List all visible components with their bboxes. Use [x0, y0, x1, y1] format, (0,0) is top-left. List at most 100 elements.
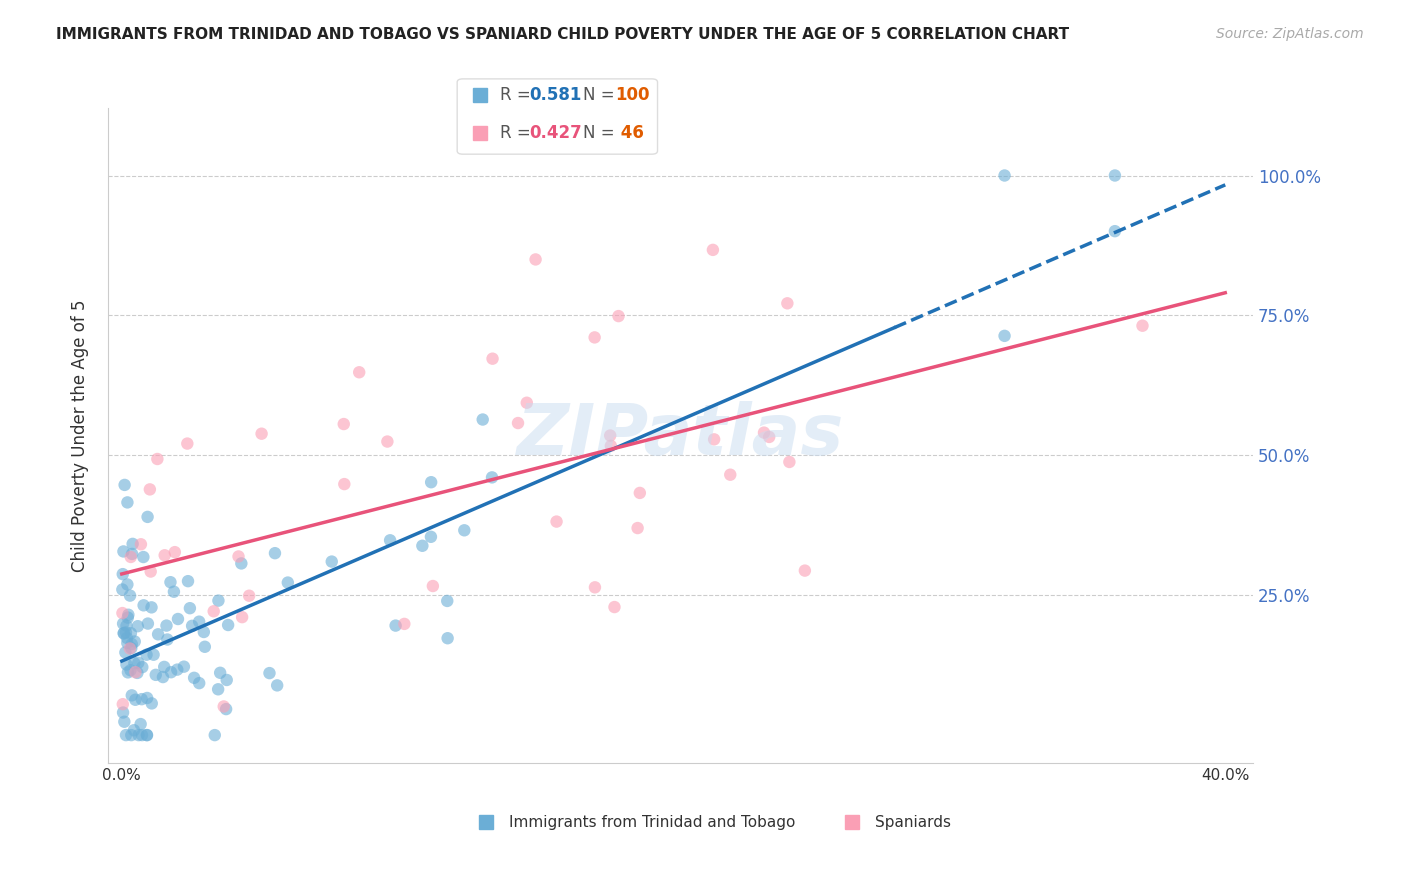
Text: Immigrants from Trinidad and Tobago: Immigrants from Trinidad and Tobago: [509, 814, 794, 830]
Text: Spaniards: Spaniards: [875, 814, 950, 830]
Immigrants from Trinidad and Tobago: [117, 607, 139, 622]
Text: N =: N =: [583, 124, 620, 142]
Spaniards: [129, 537, 152, 551]
Text: ZIPatlas: ZIPatlas: [517, 401, 844, 470]
Text: N =: N =: [578, 126, 614, 144]
Immigrants from Trinidad and Tobago: [167, 612, 190, 626]
Immigrants from Trinidad and Tobago: [121, 537, 143, 551]
Immigrants from Trinidad and Tobago: [136, 728, 159, 742]
Immigrants from Trinidad and Tobago: [112, 714, 135, 729]
Immigrants from Trinidad and Tobago: [124, 692, 146, 706]
Immigrants from Trinidad and Tobago: [120, 640, 142, 655]
Immigrants from Trinidad and Tobago: [141, 697, 163, 711]
Spaniards: [603, 600, 626, 615]
Spaniards: [118, 641, 141, 656]
Immigrants from Trinidad and Tobago: [179, 601, 201, 615]
Immigrants from Trinidad and Tobago: [259, 666, 281, 681]
Immigrants from Trinidad and Tobago: [1104, 169, 1126, 183]
Immigrants from Trinidad and Tobago: [163, 584, 186, 599]
Spaniards: [546, 515, 568, 529]
Spaniards: [481, 351, 503, 366]
Immigrants from Trinidad and Tobago: [481, 470, 503, 484]
Immigrants from Trinidad and Tobago: [188, 615, 211, 629]
Immigrants from Trinidad and Tobago: [152, 670, 174, 684]
Immigrants from Trinidad and Tobago: [117, 665, 139, 680]
Immigrants from Trinidad and Tobago: [419, 530, 441, 544]
Spaniards: [250, 426, 273, 441]
Spaniards: [228, 549, 250, 564]
Spaniards: [506, 416, 529, 430]
Immigrants from Trinidad and Tobago: [112, 544, 135, 558]
Immigrants from Trinidad and Tobago: [1104, 224, 1126, 238]
Immigrants from Trinidad and Tobago: [131, 660, 153, 674]
Immigrants from Trinidad and Tobago: [132, 549, 155, 564]
Spaniards: [377, 434, 399, 449]
Immigrants from Trinidad and Tobago: [114, 478, 136, 492]
Spaniards: [332, 417, 354, 431]
Immigrants from Trinidad and Tobago: [112, 706, 135, 720]
Immigrants from Trinidad and Tobago: [156, 632, 179, 647]
Immigrants from Trinidad and Tobago: [115, 619, 138, 633]
Immigrants from Trinidad and Tobago: [215, 673, 238, 687]
Spaniards: [111, 606, 134, 620]
Text: 0.581: 0.581: [529, 87, 582, 104]
Immigrants from Trinidad and Tobago: [136, 509, 159, 524]
Immigrants from Trinidad and Tobago: [111, 582, 134, 597]
Spaniards: [626, 521, 648, 535]
Spaniards: [599, 439, 621, 453]
Immigrants from Trinidad and Tobago: [207, 593, 229, 607]
Immigrants from Trinidad and Tobago: [384, 618, 406, 632]
Immigrants from Trinidad and Tobago: [153, 660, 176, 674]
Immigrants from Trinidad and Tobago: [177, 574, 200, 589]
Immigrants from Trinidad and Tobago: [129, 717, 152, 731]
Spaniards: [176, 436, 198, 450]
Spaniards: [212, 699, 235, 714]
Immigrants from Trinidad and Tobago: [111, 567, 134, 582]
Immigrants from Trinidad and Tobago: [194, 640, 217, 654]
Text: 0.427: 0.427: [529, 124, 582, 142]
Text: R =: R =: [499, 87, 536, 104]
Immigrants from Trinidad and Tobago: [135, 728, 157, 742]
Immigrants from Trinidad and Tobago: [993, 329, 1015, 343]
Spaniards: [139, 483, 162, 497]
Immigrants from Trinidad and Tobago: [146, 627, 169, 641]
Immigrants from Trinidad and Tobago: [117, 577, 139, 591]
Spaniards: [394, 616, 416, 631]
Immigrants from Trinidad and Tobago: [204, 728, 226, 742]
Spaniards: [231, 610, 253, 624]
Spaniards: [202, 604, 225, 618]
Spaniards: [153, 549, 176, 563]
Text: N =: N =: [578, 87, 614, 104]
Spaniards: [238, 589, 260, 603]
Immigrants from Trinidad and Tobago: [122, 723, 145, 738]
Spaniards: [599, 428, 621, 442]
Immigrants from Trinidad and Tobago: [121, 689, 143, 703]
Immigrants from Trinidad and Tobago: [120, 728, 142, 742]
Immigrants from Trinidad and Tobago: [120, 626, 142, 640]
Spaniards: [146, 452, 169, 467]
Y-axis label: Child Poverty Under the Age of 5: Child Poverty Under the Age of 5: [72, 300, 89, 572]
Immigrants from Trinidad and Tobago: [115, 657, 138, 672]
Spaniards: [628, 486, 651, 500]
Immigrants from Trinidad and Tobago: [127, 665, 149, 680]
Immigrants from Trinidad and Tobago: [121, 637, 143, 651]
Spaniards: [333, 477, 356, 491]
Spaniards: [583, 330, 606, 344]
Text: 100: 100: [612, 87, 647, 104]
Immigrants from Trinidad and Tobago: [173, 659, 195, 673]
Immigrants from Trinidad and Tobago: [215, 702, 238, 716]
Spaniards: [120, 549, 142, 564]
Spaniards: [1132, 318, 1154, 333]
Spaniards: [516, 396, 538, 410]
Spaniards: [524, 252, 547, 267]
Spaniards: [718, 467, 741, 482]
Immigrants from Trinidad and Tobago: [420, 475, 443, 490]
Immigrants from Trinidad and Tobago: [183, 671, 205, 685]
Immigrants from Trinidad and Tobago: [155, 618, 177, 632]
Spaniards: [583, 580, 606, 594]
Spaniards: [702, 243, 724, 257]
Spaniards: [139, 565, 162, 579]
Immigrants from Trinidad and Tobago: [112, 616, 135, 631]
Spaniards: [703, 433, 725, 447]
Immigrants from Trinidad and Tobago: [264, 546, 287, 560]
